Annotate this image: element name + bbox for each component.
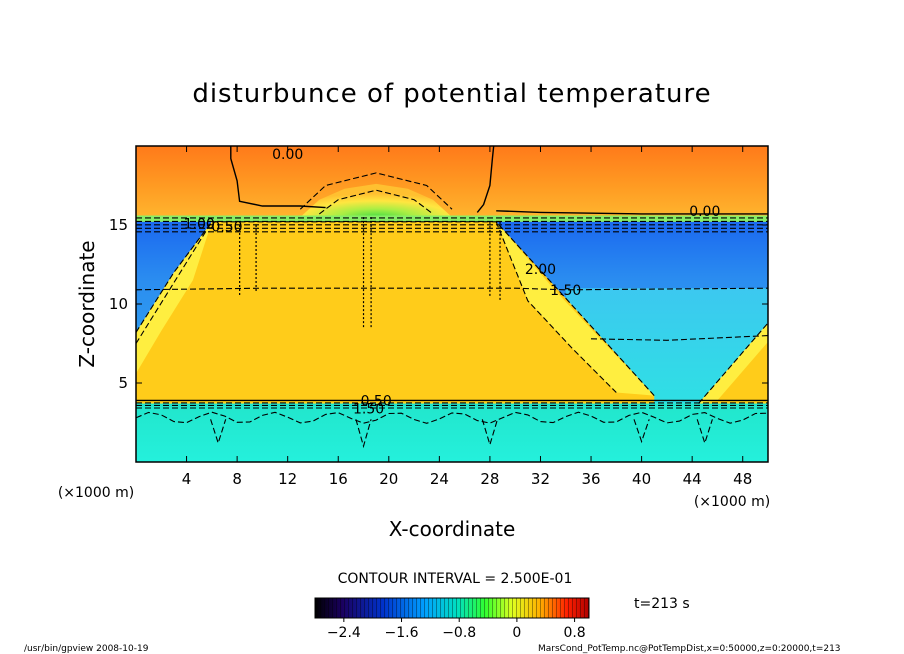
contour-label: 0.00: [689, 204, 720, 220]
contour-trapezoid-edge: [136, 221, 655, 396]
colorbar-tick-label: −2.4: [327, 625, 361, 641]
y-tick-label: 10: [109, 295, 128, 313]
x-tick-label: 36: [581, 470, 600, 488]
colorbar-tick-label: 0.8: [563, 625, 585, 641]
contour-spike: [355, 419, 372, 449]
contour-label: 1.50: [353, 401, 384, 417]
x-tick-label: 20: [379, 470, 398, 488]
contour-dome-outer: [299, 172, 453, 210]
region-interface-band: [136, 215, 768, 222]
x-tick-label: 16: [329, 470, 348, 488]
contour-interval-text: CONTOUR INTERVAL = 2.500E-01: [338, 571, 573, 587]
x-tick-label: 4: [182, 470, 192, 488]
x-unit-label-left: (×1000 m): [58, 485, 134, 501]
contour-upper-right: [476, 146, 495, 213]
heatmap-field: [136, 146, 768, 462]
region-left-edge-band: [136, 221, 212, 374]
colorbar-frame: [314, 597, 590, 619]
x-tick-label: 24: [430, 470, 449, 488]
contour-right-top: [496, 210, 768, 215]
y-axis-label: Z-coordinate: [75, 240, 99, 367]
x-tick-label: 28: [480, 470, 499, 488]
contour-cold-layer: [136, 287, 768, 291]
contour-label: 0.50: [211, 220, 242, 236]
contour-label: 0.00: [272, 147, 303, 163]
colorbar-ticks: −2.4 −1.6 −0.8 0 0.8: [327, 618, 586, 641]
y-tick-label: 5: [118, 374, 128, 392]
y-axis: 5 10 15: [109, 216, 768, 392]
colorbar-tick-label: 0: [512, 625, 521, 641]
contour-spike: [696, 419, 713, 445]
x-tick-label: 40: [632, 470, 651, 488]
contour-label: 1.50: [550, 283, 581, 299]
contour-spike: [210, 419, 227, 445]
x-axis: 4 8 12 16 20 24 28 32 36 40 44 48: [182, 146, 752, 488]
contour-dome-inner: [318, 189, 434, 215]
contour-left-ramp: [136, 221, 213, 333]
region-lower-layer: [136, 403, 768, 462]
contour-spike: [633, 419, 650, 444]
colorbar-shading: [315, 598, 589, 618]
region-upper-layer: [136, 146, 768, 218]
contour-label: 2.00: [525, 262, 556, 278]
x-unit-label-right: (×1000 m): [694, 494, 770, 510]
x-tick-label: 44: [683, 470, 702, 488]
footer-left: /usr/bin/gpview 2008-10-19: [24, 644, 149, 654]
footer-right: MarsCond_PotTemp.nc@PotTempDist,x=0:5000…: [538, 644, 841, 654]
contour-label: 1.00: [184, 216, 215, 232]
x-tick-label: 32: [531, 470, 550, 488]
contour-lower-wavy: [136, 411, 768, 424]
contour-basin: [590, 335, 768, 341]
y-tick-label: 15: [109, 216, 128, 234]
region-right-wedge-band: [698, 323, 768, 404]
contour-upper-left: [230, 146, 326, 209]
colorbar-tick-label: −0.8: [442, 625, 476, 641]
region-central-dome: [300, 183, 452, 218]
contour-label: 0.50: [361, 393, 392, 409]
contour-lines: 0.000.001.000.502.001.500.501.50: [136, 146, 768, 449]
x-tick-label: 12: [278, 470, 297, 488]
chart-title: disturbunce of potential temperature: [192, 79, 711, 109]
x-tick-label: 48: [733, 470, 752, 488]
colorbar-tick-label: −1.6: [385, 625, 419, 641]
x-axis-label: X-coordinate: [389, 517, 516, 541]
time-label: t=213 s: [634, 596, 690, 612]
x-tick-label: 8: [232, 470, 242, 488]
contour-right-ramp: [495, 221, 617, 393]
